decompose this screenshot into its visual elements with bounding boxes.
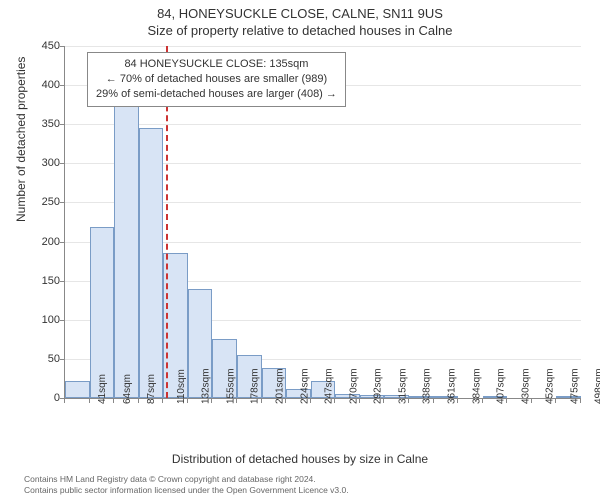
annotation-box: 84 HONEYSUCKLE CLOSE: 135sqm← 70% of det… [87, 52, 346, 107]
xtick-label: 315sqm [397, 368, 408, 404]
xtick-label: 87sqm [146, 374, 157, 404]
gridline [65, 124, 581, 125]
credits-line1: Contains HM Land Registry data © Crown c… [24, 474, 349, 485]
xtick-mark [580, 398, 581, 403]
title-main: 84, HONEYSUCKLE CLOSE, CALNE, SN11 9US [0, 0, 600, 21]
ytick-mark [60, 359, 65, 360]
xtick-label: 110sqm [176, 369, 187, 404]
xtick-mark [310, 398, 311, 403]
xtick-mark [433, 398, 434, 403]
ytick-mark [60, 320, 65, 321]
xtick-mark [89, 398, 90, 403]
ytick-label: 0 [30, 392, 60, 404]
ytick-label: 50 [30, 353, 60, 365]
ytick-label: 250 [30, 196, 60, 208]
xtick-mark [211, 398, 212, 403]
xtick-mark [187, 398, 188, 403]
ytick-label: 100 [30, 314, 60, 326]
xtick-label: 132sqm [201, 368, 212, 404]
xtick-mark [531, 398, 532, 403]
xtick-label: 41sqm [97, 374, 108, 404]
annotation-line: 29% of semi-detached houses are larger (… [96, 87, 337, 102]
ytick-mark [60, 242, 65, 243]
x-axis-ticks: 41sqm64sqm87sqm110sqm132sqm155sqm178sqm2… [64, 398, 580, 448]
xtick-label: 64sqm [122, 374, 133, 404]
xtick-mark [359, 398, 360, 403]
xtick-mark [162, 398, 163, 403]
annotation-line: 84 HONEYSUCKLE CLOSE: 135sqm [96, 57, 337, 72]
xtick-label: 475sqm [569, 368, 580, 404]
xtick-mark [482, 398, 483, 403]
credits-text: Contains HM Land Registry data © Crown c… [24, 474, 349, 496]
ytick-label: 150 [30, 275, 60, 287]
ytick-mark [60, 124, 65, 125]
histogram-bar [90, 227, 115, 398]
xtick-mark [334, 398, 335, 403]
ytick-label: 300 [30, 157, 60, 169]
xtick-label: 384sqm [471, 368, 482, 404]
ytick-mark [60, 202, 65, 203]
histogram-bar [65, 381, 90, 398]
xtick-label: 361sqm [447, 368, 458, 404]
y-axis-ticks: 050100150200250300350400450 [0, 46, 64, 398]
annotation-line: ← 70% of detached houses are smaller (98… [96, 72, 337, 87]
xtick-label: 498sqm [594, 368, 600, 404]
xtick-label: 224sqm [299, 368, 310, 404]
ytick-mark [60, 46, 65, 47]
ytick-mark [60, 85, 65, 86]
chart-plot-area: 84 HONEYSUCKLE CLOSE: 135sqm← 70% of det… [64, 46, 581, 399]
gridline [65, 46, 581, 47]
xtick-label: 452sqm [545, 368, 556, 404]
ytick-label: 350 [30, 118, 60, 130]
ytick-label: 450 [30, 40, 60, 52]
xtick-label: 430sqm [520, 368, 531, 404]
xtick-mark [506, 398, 507, 403]
xtick-label: 338sqm [422, 368, 433, 404]
title-sub: Size of property relative to detached ho… [0, 21, 600, 38]
xtick-label: 270sqm [348, 368, 359, 404]
xtick-label: 178sqm [250, 368, 261, 404]
ytick-mark [60, 163, 65, 164]
xtick-mark [138, 398, 139, 403]
xtick-label: 292sqm [373, 368, 384, 404]
xtick-mark [555, 398, 556, 403]
xtick-label: 201sqm [275, 368, 286, 404]
histogram-bar [139, 128, 164, 398]
xtick-label: 155sqm [225, 368, 236, 404]
chart-container: 84, HONEYSUCKLE CLOSE, CALNE, SN11 9US S… [0, 0, 600, 500]
xtick-mark [64, 398, 65, 403]
xtick-mark [383, 398, 384, 403]
xtick-mark [408, 398, 409, 403]
xtick-mark [236, 398, 237, 403]
ytick-mark [60, 281, 65, 282]
x-axis-label: Distribution of detached houses by size … [0, 452, 600, 466]
xtick-mark [113, 398, 114, 403]
ytick-label: 200 [30, 236, 60, 248]
histogram-bar [114, 85, 139, 398]
xtick-label: 407sqm [496, 368, 507, 404]
xtick-mark [285, 398, 286, 403]
xtick-mark [457, 398, 458, 403]
xtick-label: 247sqm [324, 368, 335, 404]
ytick-label: 400 [30, 79, 60, 91]
xtick-mark [261, 398, 262, 403]
credits-line2: Contains public sector information licen… [24, 485, 349, 496]
